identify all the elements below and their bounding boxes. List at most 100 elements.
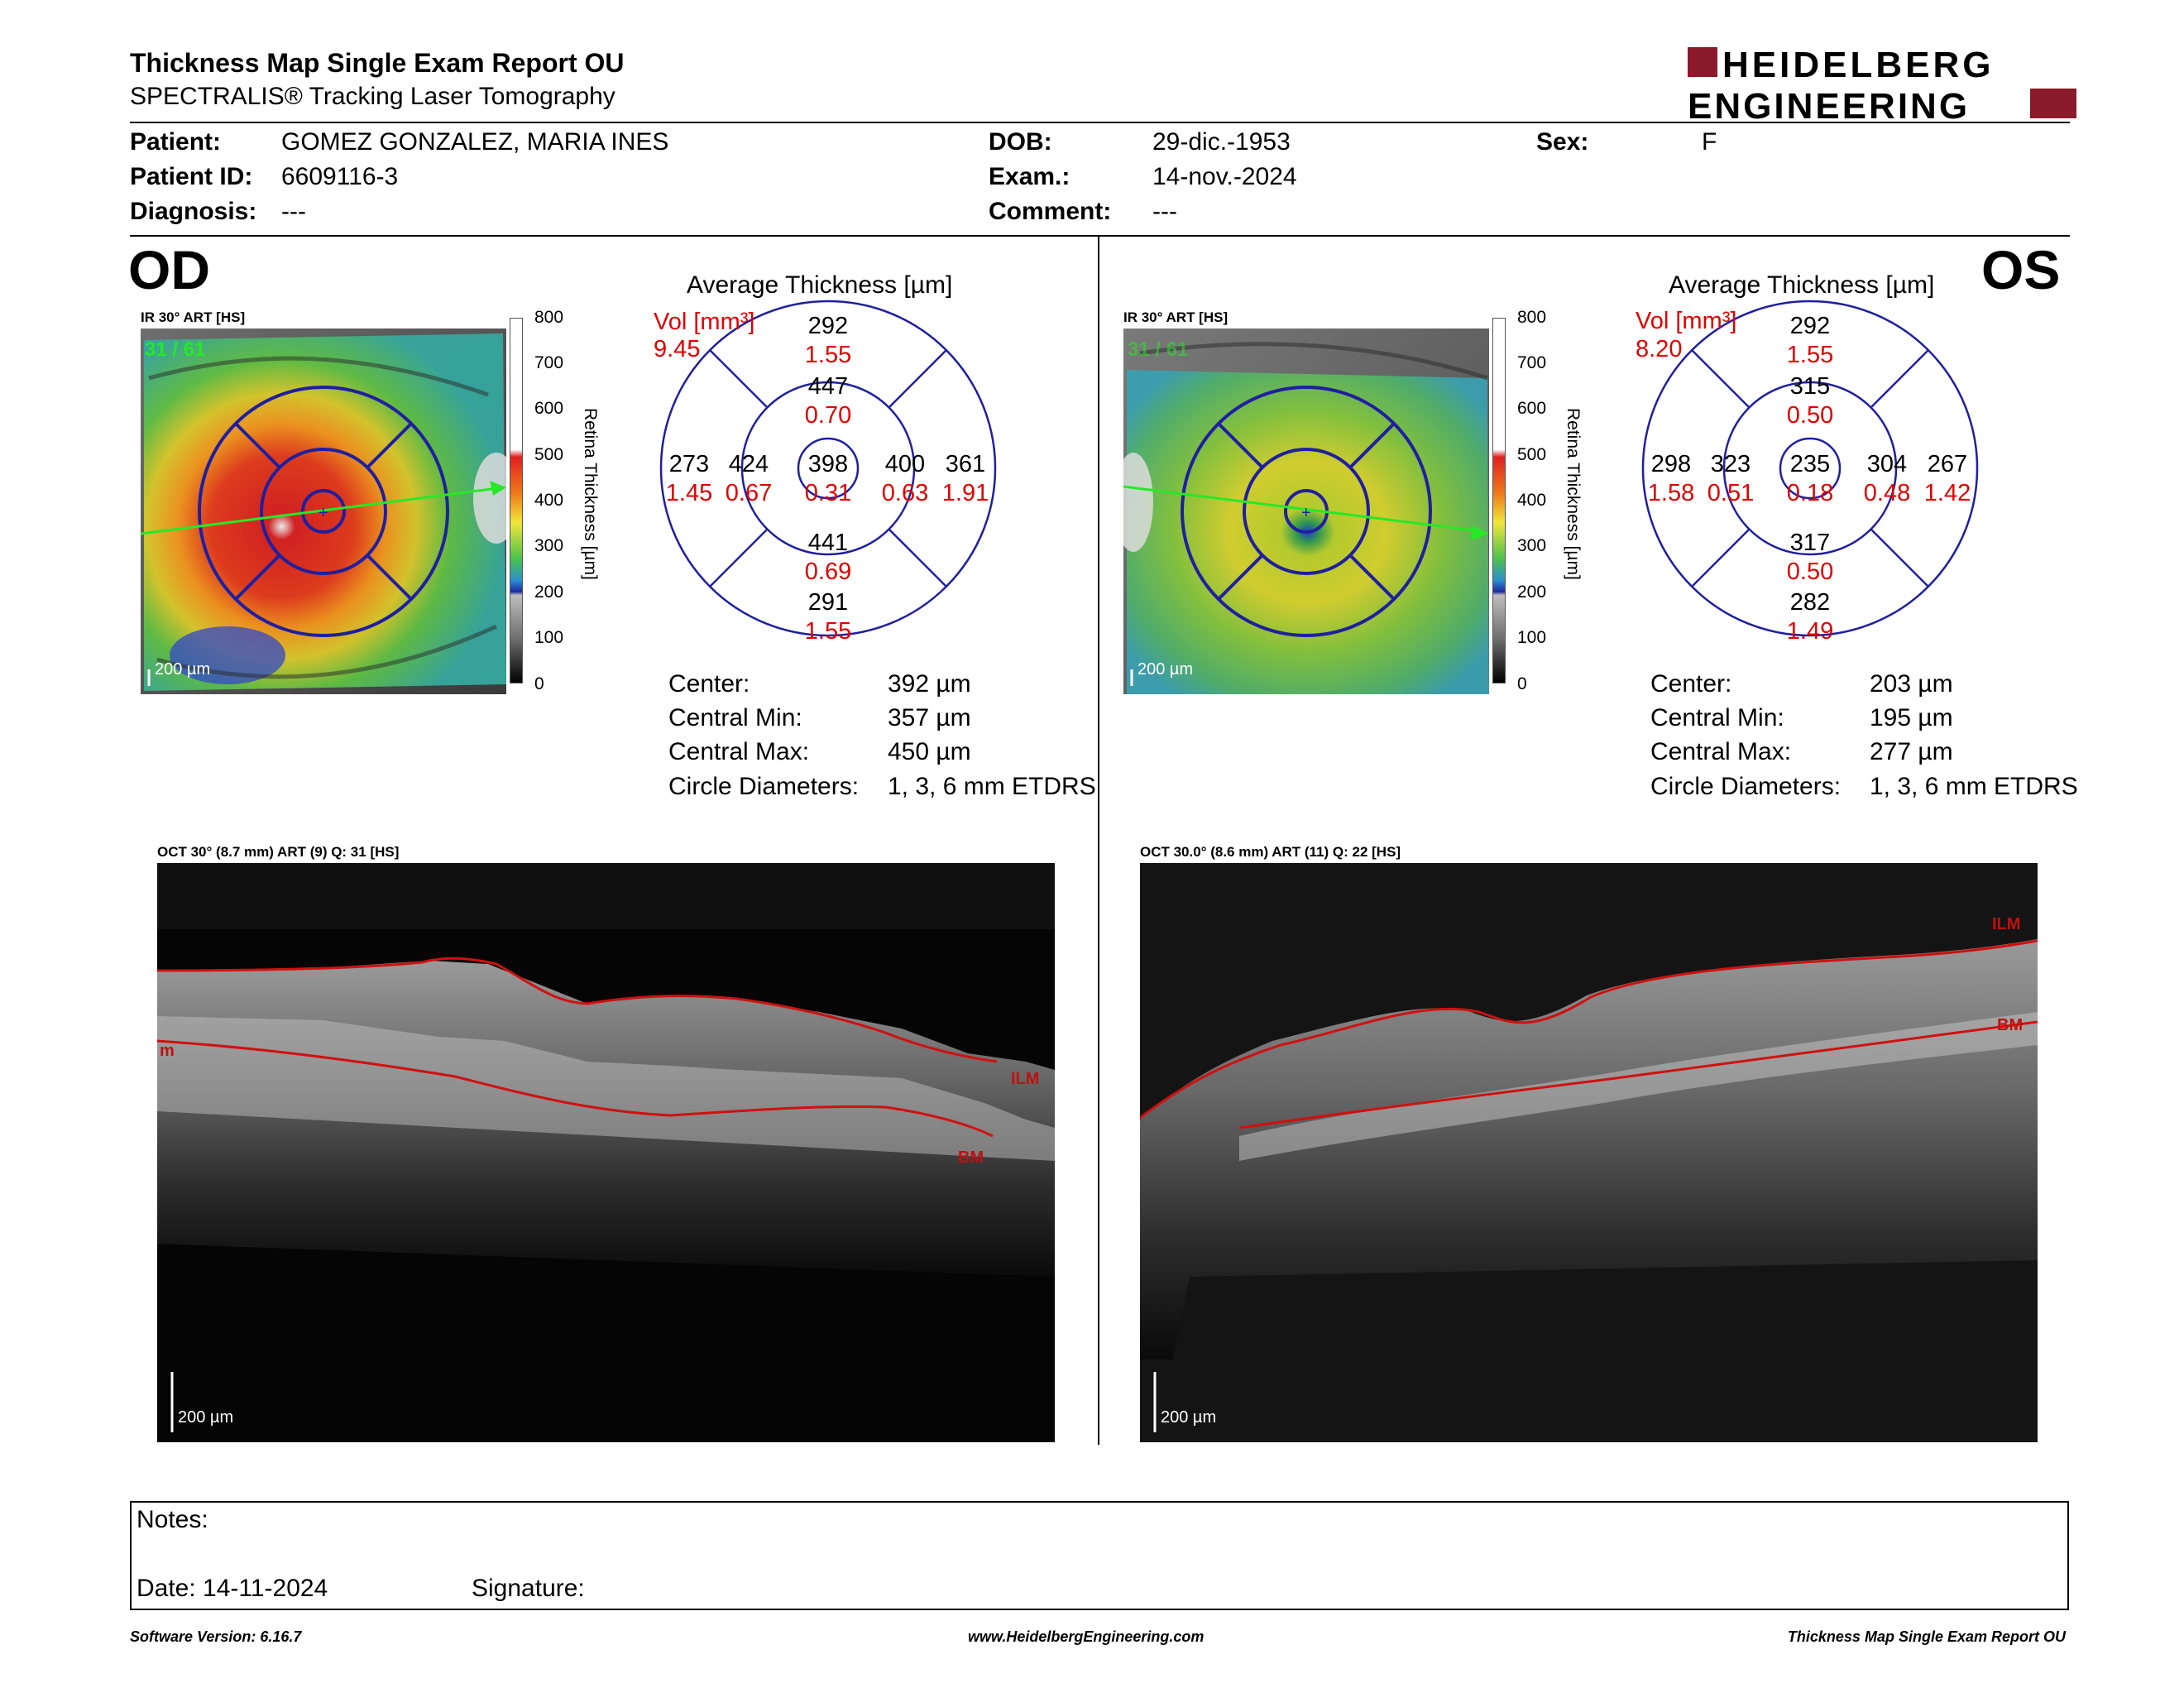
signature-label: Signature: [472,1575,585,1602]
od-outer-inf: 291 [807,589,849,616]
os-scale-axis-label: Retina Thickness [µm] [1564,408,1583,580]
od-scale-tick: 200 [534,583,564,602]
od-scale-tick: 100 [534,628,564,647]
patient-id: 6609116-3 [281,163,399,190]
header-divider [130,122,2070,123]
os-avg-title: Average Thickness [µm] [1669,271,1935,299]
logo-line2: ENGINEERING [1688,86,1970,122]
diagnosis-label: Diagnosis: [130,198,257,225]
eye-divider [1098,237,1099,1445]
os-inner-temp-vol: 0.51 [1707,480,1755,506]
os-inner-sup: 315 [1789,373,1831,400]
svg-text:+: + [1301,504,1311,522]
od-outer-inf-vol: 1.55 [804,618,852,645]
od-vol-label: Vol [mm³] [654,309,755,335]
os-scale-tick: 600 [1517,399,1547,418]
od-inner-sup-vol: 0.70 [804,402,852,429]
os-scale-tick: 100 [1517,628,1547,647]
od-oct-label: OCT 30° (8.7 mm) ART (9) Q: 31 [HS] [157,844,400,860]
os-center-value: 203 µm [1870,670,1953,698]
os-color-scale [1492,318,1506,683]
od-scale-tick: 500 [534,445,564,464]
dob-label: DOB: [989,128,1052,156]
comment-value: --- [1152,198,1177,225]
sex-label: Sex: [1536,128,1589,156]
od-outer-nas: 361 [945,451,986,477]
os-inner-sup-vol: 0.50 [1786,402,1834,429]
os-scale-tick: 400 [1517,491,1547,510]
heidelberg-logo: HEIDELBERG ENGINEERING [1688,46,2076,122]
notes-box[interactable] [130,1501,2069,1610]
diagnosis-value: --- [281,198,306,225]
od-inner-inf-vol: 0.69 [804,559,852,585]
os-vol-total: 8.20 [1636,336,1683,362]
od-scale-axis-label: Retina Thickness [µm] [581,408,600,580]
od-scale-tick: 600 [534,399,564,418]
os-oct-scan: ILM BM 200 µm [1140,863,2038,1442]
od-max-label: Central Max: [668,738,810,765]
od-inner-nas-vol: 0.63 [881,480,929,506]
os-thickness-map: + 31 / 61 200 µm [1123,328,1489,694]
svg-text:+: + [318,504,328,522]
os-outer-temp: 298 [1650,451,1692,477]
os-center: 235 [1789,451,1831,477]
os-max-value: 277 µm [1870,738,1953,765]
od-outer-sup: 292 [807,313,849,339]
od-center-value: 392 µm [888,670,971,698]
od-oct-scale: 200 µm [178,1408,233,1427]
exam-value: 14-nov.-2024 [1152,163,1297,190]
os-oct-scale: 200 µm [1161,1408,1216,1427]
logo-line1: HEIDELBERG [1722,46,1994,85]
os-outer-sup-vol: 1.55 [1786,342,1834,368]
os-scale-tick: 700 [1517,353,1547,372]
od-diam-label: Circle Diameters: [668,773,860,800]
od-inner-nas: 400 [884,451,926,477]
os-oct-tag-ilm: ILM [1992,915,2020,933]
od-oct-scan: m ILM BM 200 µm [157,863,1055,1442]
os-scale-tick: 0 [1517,674,1527,693]
os-outer-sup: 292 [1789,313,1831,339]
os-inner-inf: 317 [1789,530,1831,556]
od-avg-title: Average Thickness [µm] [687,271,953,299]
comment-label: Comment: [989,198,1112,225]
os-scale-tick: 800 [1517,308,1547,327]
os-min-label: Central Min: [1650,704,1784,731]
od-oct-tag-ilm: ILM [1011,1070,1039,1088]
patient-name: GOMEZ GONZALEZ, MARIA INES [281,128,669,156]
sex-value: F [1702,128,1717,156]
date-label: Date: 14-11-2024 [136,1575,328,1602]
notes-label: Notes: [136,1506,208,1533]
os-scale-tick: 500 [1517,445,1547,464]
od-scale-tick: 300 [534,536,564,555]
os-frame-count: 31 / 61 [1128,338,1188,361]
patient-divider [130,235,2070,237]
os-inner-nas-vol: 0.48 [1863,480,1911,506]
os-inner-inf-vol: 0.50 [1786,559,1834,585]
od-center: 398 [807,451,849,477]
os-outer-inf-vol: 1.49 [1786,618,1834,645]
os-etdrs-grid [1641,300,1979,637]
os-outer-temp-vol: 1.58 [1647,480,1695,506]
od-inner-temp: 424 [728,451,769,477]
od-etdrs-grid [659,300,997,637]
os-center-vol: 0.18 [1786,480,1834,506]
od-scale-tick: 800 [534,308,564,327]
patient-label: Patient: [130,128,222,156]
os-min-value: 195 µm [1870,704,1953,731]
patient-id-label: Patient ID: [130,163,253,190]
os-vol-label: Vol [mm³] [1636,308,1737,334]
dob-value: 29-dic.-1953 [1152,128,1291,156]
od-outer-temp: 273 [668,451,710,477]
website-link[interactable]: www.HeidelbergEngineering.com [968,1628,1205,1645]
report-subtitle: SPECTRALIS® Tracking Laser Tomography [130,83,615,110]
os-inner-nas: 304 [1866,451,1908,477]
os-scale-tick: 300 [1517,536,1547,555]
od-inner-sup: 447 [807,373,849,400]
os-outer-nas-vol: 1.42 [1923,480,1971,506]
os-outer-inf: 282 [1789,589,1831,616]
os-inner-temp: 323 [1710,451,1751,477]
od-map-scale: 200 µm [155,660,210,679]
od-outer-sup-vol: 1.55 [804,342,852,368]
od-thickness-map: + 31 / 61 200 µm [141,328,506,694]
od-min-label: Central Min: [668,704,802,731]
